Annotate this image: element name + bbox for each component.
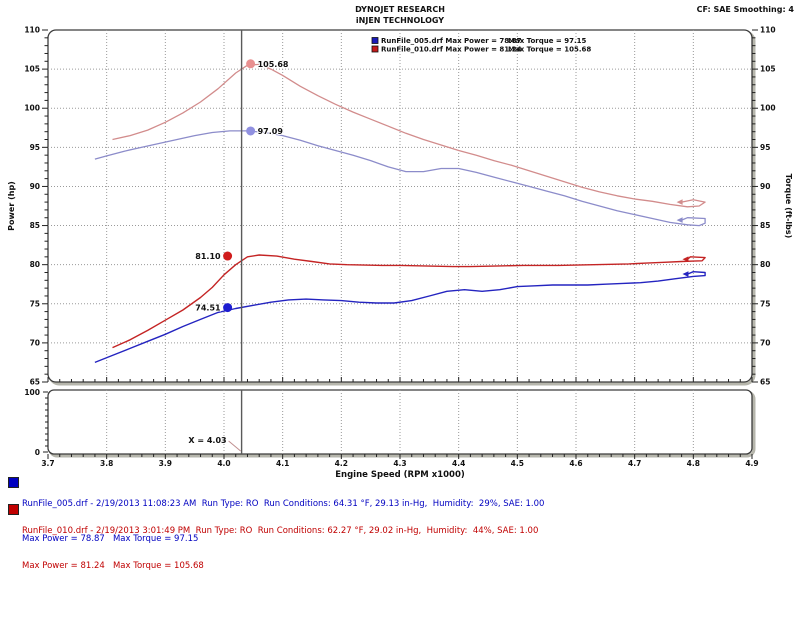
cursor-marker-power_005	[223, 303, 233, 313]
cursor-value-label: 97.09	[258, 127, 284, 136]
sub-axis-bottom-label: 0	[35, 448, 40, 457]
curve-torque_010	[112, 63, 706, 208]
curve-end-arrow	[682, 271, 689, 277]
curve-end-arrow	[676, 217, 683, 223]
run-color-swatch-blue	[8, 477, 19, 488]
svg-text:3.8: 3.8	[100, 459, 113, 468]
svg-text:4.8: 4.8	[687, 459, 700, 468]
svg-text:80: 80	[30, 260, 40, 269]
svg-text:90: 90	[30, 182, 40, 191]
svg-text:85: 85	[760, 221, 770, 230]
svg-text:105: 105	[24, 65, 40, 74]
svg-text:3.7: 3.7	[41, 459, 54, 468]
cursor-value-label: 105.68	[258, 60, 289, 69]
header-title-line2: iNJEN TECHNOLOGY	[355, 16, 445, 25]
legend-swatch	[371, 45, 379, 53]
x-axis-labels: 3.7 3.8 3.9 4.0 4.1 4.2 4.3 4.4 4.5 4.6 4.7 4.8 4.9	[41, 459, 758, 468]
run-info-line2: Max Power = 78.87 Max Torque = 97.15	[22, 533, 199, 544]
svg-text:95: 95	[760, 143, 770, 152]
svg-text:110: 110	[24, 26, 40, 35]
svg-text:4.4: 4.4	[452, 459, 465, 468]
dyno-curves	[94, 63, 706, 364]
run-info-line1: RunFile_010.drf - 2/19/2013 3:01:49 PM R…	[22, 526, 539, 536]
cf-smoothing-label: CF: SAE Smoothing: 4	[696, 5, 794, 14]
report-header: DYNOJET RESEARCH iNJEN TECHNOLOGY	[0, 4, 800, 26]
svg-text:70: 70	[760, 338, 770, 347]
header-title-line1: DYNOJET RESEARCH	[355, 5, 445, 14]
curve-end-arrow	[676, 199, 683, 205]
legend-text-left: RunFile_010.drf Max Power = 81.24	[381, 46, 522, 54]
x-axis-title: Engine Speed (RPM x1000)	[335, 470, 465, 480]
curve-power_010	[112, 254, 706, 349]
run-info-line1: RunFile_005.drf - 2/19/2013 11:08:23 AM …	[22, 499, 545, 509]
svg-text:4.2: 4.2	[335, 459, 348, 468]
legend-text-right: Max Torque = 97.15	[508, 37, 587, 45]
svg-text:85: 85	[30, 221, 40, 230]
svg-text:70: 70	[30, 338, 40, 347]
svg-text:4.5: 4.5	[511, 459, 524, 468]
run-info-row: RunFile_005.drf - 2/19/2013 11:08:23 AM …	[8, 476, 544, 568]
legend-text-right: Max Torque = 105.68	[508, 46, 591, 54]
panel-frames	[47, 29, 756, 458]
y-axis-labels: 65 65 70 70 75 75 80 80 85 85 90 90 95 95 100 100 105 105…	[24, 26, 775, 387]
x-axis-ticks	[47, 377, 753, 459]
dyno-chart: 65 65 70 70 75 75 80 80 85 85 90 90 95 95 100 100 105 105…	[7, 26, 793, 481]
svg-text:4.1: 4.1	[276, 459, 289, 468]
cursor-marker-torque_010	[246, 59, 256, 69]
svg-text:100: 100	[24, 104, 40, 113]
cursor-value-markers: 105.68 97.09 81.10 74.51	[194, 59, 290, 314]
sub-axis-top-label: 100	[24, 388, 40, 397]
cursor-value-label: 74.51	[195, 304, 221, 313]
curve-power_005	[94, 271, 706, 364]
cursor-marker-torque_005	[246, 126, 256, 136]
x-cursor-label: X = 4.03	[188, 436, 241, 452]
svg-text:4.9: 4.9	[745, 459, 758, 468]
y-axis-title-right: Torque (ft-lbs)	[784, 174, 793, 239]
curve-end-arrow	[682, 256, 689, 262]
svg-text:65: 65	[760, 378, 770, 387]
y-axis-ticks	[42, 29, 758, 383]
main-panel-frame	[47, 29, 753, 383]
svg-text:4.7: 4.7	[628, 459, 641, 468]
sub-y-ticks	[43, 391, 48, 453]
x-cursor-text: X = 4.03	[188, 436, 226, 445]
svg-text:105: 105	[760, 65, 776, 74]
svg-text:65: 65	[30, 378, 40, 387]
svg-text:90: 90	[760, 182, 770, 191]
legend-swatch	[371, 37, 379, 44]
cursor-marker-power_010	[223, 251, 233, 261]
cursor-value-label: 81.10	[195, 252, 221, 261]
svg-text:80: 80	[760, 260, 770, 269]
svg-text:4.3: 4.3	[393, 459, 406, 468]
svg-text:100: 100	[760, 104, 776, 113]
svg-text:75: 75	[760, 299, 770, 308]
svg-text:110: 110	[760, 26, 776, 35]
svg-text:3.9: 3.9	[159, 459, 172, 468]
svg-text:75: 75	[30, 299, 40, 308]
run-info-row: RunFile_010.drf - 2/19/2013 3:01:49 PM R…	[8, 503, 538, 595]
run-info-line2: Max Power = 81.24 Max Torque = 105.68	[22, 560, 204, 571]
gridlines	[48, 30, 752, 454]
run-color-swatch-red	[8, 504, 19, 515]
legend-text-left: RunFile_005.drf Max Power = 78.87	[381, 37, 522, 45]
curve-torque_005	[94, 130, 706, 227]
svg-text:4.0: 4.0	[217, 459, 230, 468]
y-axis-title-left: Power (hp)	[7, 181, 16, 231]
svg-text:95: 95	[30, 143, 40, 152]
svg-text:4.6: 4.6	[569, 459, 582, 468]
